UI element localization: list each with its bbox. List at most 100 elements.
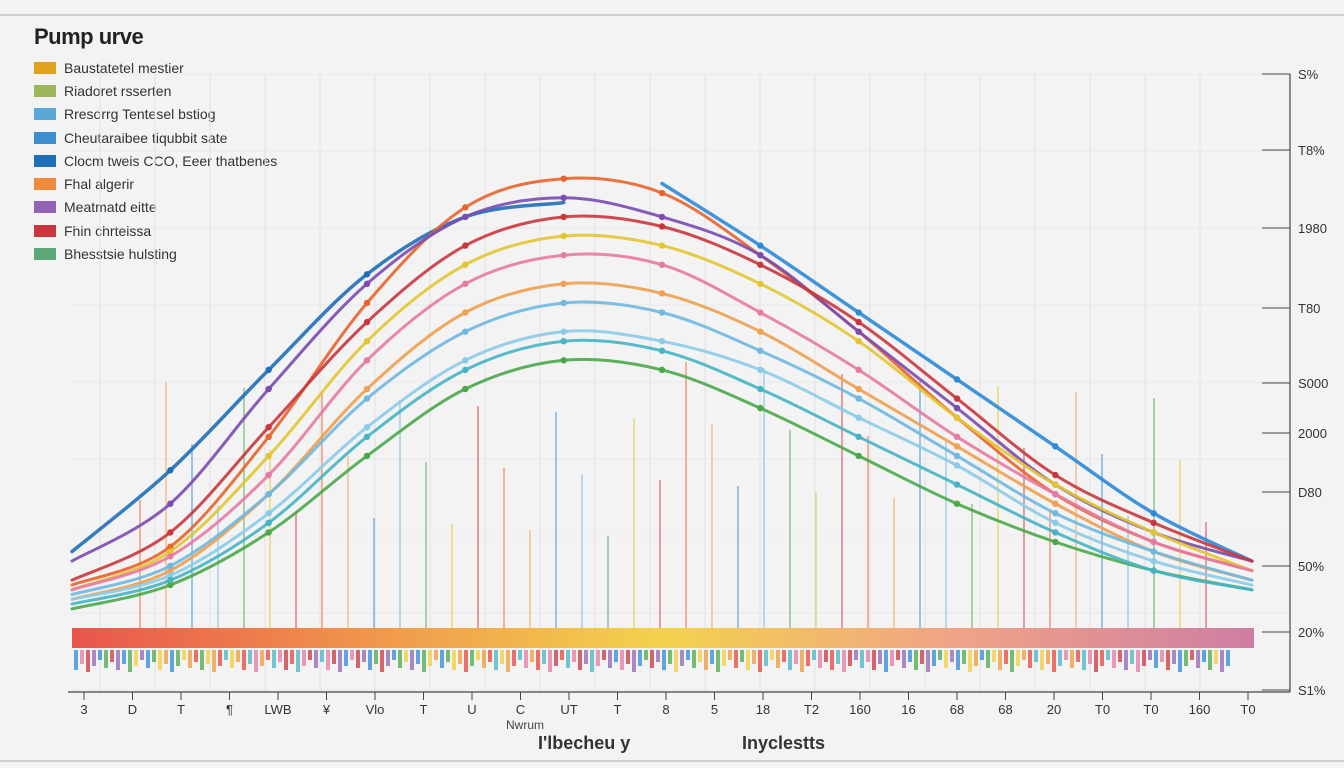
bar-stripe [818, 650, 822, 668]
bar-stripe [452, 650, 456, 670]
bar-stripe [716, 650, 720, 672]
data-point [363, 424, 371, 431]
data-point [658, 261, 666, 268]
bar-stripe [968, 650, 972, 672]
bar-stripe [974, 650, 978, 666]
bar-stripe [524, 650, 528, 668]
bar-stripe [458, 650, 462, 664]
data-point [560, 357, 567, 364]
y-tick-label: S% [1298, 67, 1319, 82]
series-line [70, 357, 1254, 611]
bar-stripe [986, 650, 990, 668]
bar-stripe [1064, 650, 1068, 660]
data-point [167, 553, 174, 560]
data-point [265, 366, 272, 374]
x-tick-label: T0 [1143, 702, 1158, 717]
data-point [363, 271, 371, 278]
data-point [462, 261, 469, 268]
bar-stripe [1052, 650, 1056, 672]
series-line [70, 281, 1254, 601]
data-point [167, 581, 174, 589]
bar-stripe [956, 650, 960, 670]
data-point [855, 366, 862, 374]
legend-item: Fhin chrteissa [34, 219, 277, 242]
bar-stripe [740, 650, 744, 662]
data-point [363, 357, 371, 364]
x-tick-label: T0 [1095, 702, 1110, 717]
bar-stripe [494, 650, 498, 670]
bar-stripe [380, 650, 384, 672]
bar-stripe [1196, 650, 1200, 668]
bar-stripe [812, 650, 816, 660]
x-tick-label: T [420, 702, 428, 717]
x-tick-label: U [467, 702, 476, 717]
x-axis-label: I'lbecheu y [538, 733, 631, 753]
bar-stripe [710, 650, 714, 664]
bar-stripe [572, 650, 576, 662]
bar-stripe [254, 650, 258, 672]
x-tick-label: T2 [804, 702, 819, 717]
bar-stripe [1130, 650, 1134, 664]
bar-stripe [200, 650, 204, 670]
bar-stripe [842, 650, 846, 672]
bar-stripe [746, 650, 750, 670]
data-point [363, 395, 371, 402]
bar-stripe [962, 650, 966, 664]
bar-stripe [404, 650, 408, 662]
bar-stripe [902, 650, 906, 668]
x-tick-label: T [614, 702, 622, 717]
data-point [757, 404, 764, 412]
bar-stripe [152, 650, 156, 662]
bar-stripe [1034, 650, 1038, 662]
x-tick-label: LWB [264, 702, 291, 717]
data-point [560, 213, 567, 221]
data-point [265, 385, 272, 393]
bar-stripe [1142, 650, 1146, 666]
data-point [953, 404, 961, 412]
legend-label: Baustatetel mestier [64, 59, 184, 76]
bar-stripe [860, 650, 864, 668]
x-tick-label: Vlo [366, 702, 385, 717]
data-point [560, 299, 567, 307]
x-tick-label: 160 [849, 702, 871, 717]
bar-stripe [362, 650, 366, 662]
bar-stripe [1040, 650, 1044, 670]
data-point [265, 452, 272, 460]
bar-stripe [938, 650, 942, 660]
bar-stripe [800, 650, 804, 672]
bar-stripe [242, 650, 246, 670]
bar-stripe [332, 650, 336, 664]
bar-stripe [794, 650, 798, 664]
bar-stripe [614, 650, 618, 662]
bar-stripe [224, 650, 228, 660]
bar-stripe [1220, 650, 1224, 672]
bar-stripe [638, 650, 642, 666]
data-point [1052, 529, 1059, 536]
bar-stripe [392, 650, 396, 660]
data-point [658, 338, 666, 345]
bar-stripe [890, 650, 894, 666]
data-point [1150, 510, 1157, 517]
bar-stripe [536, 650, 540, 670]
bar-stripe [1004, 650, 1008, 664]
bar-stripe [704, 650, 708, 670]
legend-label: Cheutaraibee tiqubbit sate [64, 129, 228, 146]
legend-swatch [34, 224, 56, 237]
data-point [363, 280, 371, 288]
bar-stripe [782, 650, 786, 662]
bar-stripe [206, 650, 210, 664]
bar-stripe [368, 650, 372, 670]
bar-stripe [506, 650, 510, 672]
data-point [560, 280, 567, 288]
bar-stripe [1058, 650, 1062, 666]
legend-label: Clocm tweis CCO, Eeer thatbenes [64, 152, 278, 169]
bar-stripe [104, 650, 108, 668]
bar-stripe [884, 650, 888, 672]
bar-stripe [560, 650, 564, 660]
bar-stripe [92, 650, 96, 666]
legend-swatch [34, 108, 56, 121]
bar-stripe [824, 650, 828, 662]
y-tick-label: S000 [1298, 376, 1328, 391]
legend-item: Riadoret rsserten [34, 79, 277, 102]
